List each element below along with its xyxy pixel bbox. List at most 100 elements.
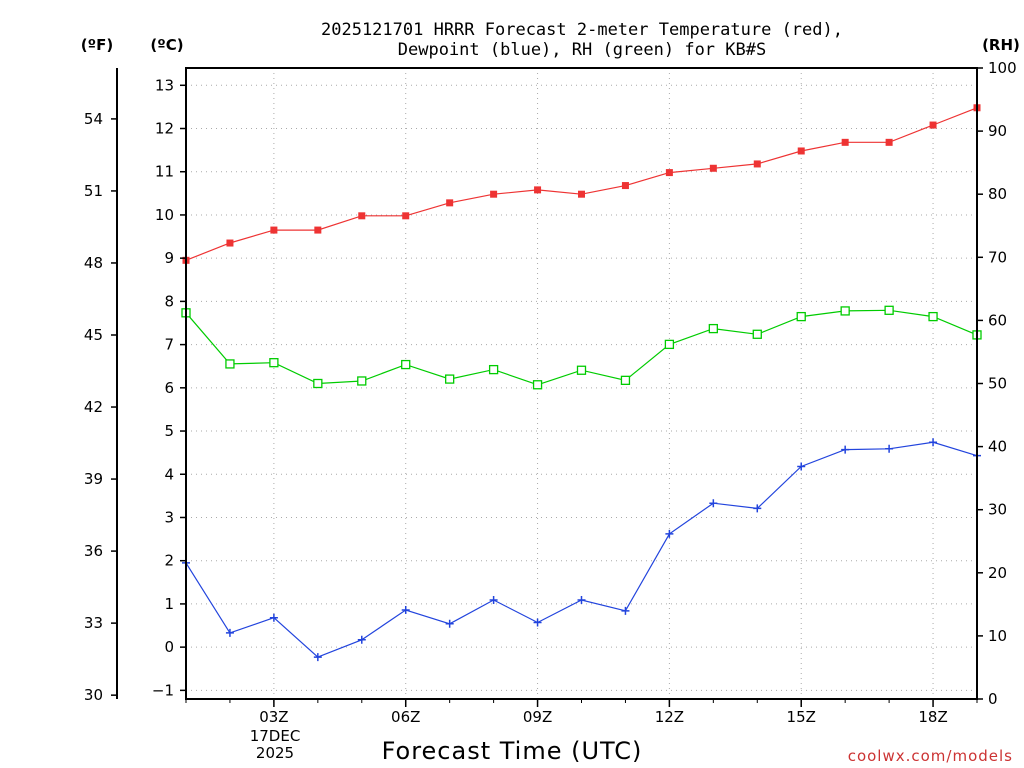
rh-point — [576, 365, 587, 375]
celsius-tick-label: 10 — [155, 206, 174, 224]
temperature-point — [929, 121, 937, 129]
rh-point — [928, 311, 938, 322]
celsius-tick-label: 0 — [164, 638, 174, 656]
rh-tick-label: 60 — [988, 311, 1007, 329]
time-tick-label: 18Z — [918, 708, 947, 726]
fahrenheit-tick-label: 51 — [84, 182, 103, 200]
temperature-point — [314, 226, 322, 234]
time-tick-label: 12Z — [655, 708, 684, 726]
rh-axis: 0 10 20 30 40 50 60 70 80 90 100 — [977, 59, 1017, 708]
dewpoint-point — [445, 619, 454, 628]
fahrenheit-unit-label: (ºF) — [81, 36, 113, 54]
dewpoint-point — [577, 596, 586, 605]
temperature-point — [578, 190, 585, 198]
rh-tick-label: 0 — [988, 690, 998, 708]
celsius-tick-label: 8 — [164, 292, 174, 310]
time-tick-label: 15Z — [787, 708, 816, 726]
celsius-tick-label: 1 — [164, 595, 174, 613]
rh-tick-label: 90 — [988, 122, 1007, 140]
rh-tick-label: 70 — [988, 248, 1007, 266]
time-tick-label: 06Z — [391, 708, 420, 726]
temperature-point — [490, 190, 498, 198]
series-layer — [181, 104, 982, 662]
dewpoint-point — [225, 628, 234, 637]
fahrenheit-axis: 30 33 36 39 42 45 48 51 54 — [84, 110, 117, 704]
rh-point — [664, 339, 675, 350]
rh-point — [620, 375, 631, 385]
rh-point — [269, 358, 279, 368]
rh-tick-label: 20 — [988, 564, 1007, 582]
rh-point — [225, 359, 235, 369]
rh-unit-label: (RH) — [982, 36, 1020, 54]
rh-point — [357, 376, 367, 386]
dewpoint-point — [489, 596, 498, 605]
temperature-point — [797, 147, 805, 155]
celsius-tick-label: 6 — [164, 379, 174, 397]
rh-point — [401, 359, 411, 370]
rh-point — [796, 311, 806, 322]
fahrenheit-tick-label: 54 — [84, 110, 103, 128]
temperature-point — [226, 239, 234, 247]
temperature-point — [270, 226, 278, 234]
rh-point — [708, 323, 718, 334]
dewpoint-point — [313, 653, 322, 662]
temperature-point — [358, 212, 366, 220]
fahrenheit-tick-label: 48 — [84, 254, 103, 272]
chart-title-line2: Dewpoint (blue), RH (green) for KB#S — [398, 40, 766, 60]
dewpoint-point — [665, 529, 674, 538]
rh-tick-label: 50 — [988, 375, 1007, 393]
temperature-point — [621, 182, 629, 190]
time-tick-label: 09Z — [523, 708, 552, 726]
celsius-tick-label: −1 — [152, 681, 174, 699]
dewpoint-point — [885, 444, 894, 453]
temperature-point — [885, 138, 893, 146]
rh-point — [445, 374, 455, 384]
dewpoint-point — [929, 438, 938, 447]
fahrenheit-tick-label: 39 — [84, 470, 103, 488]
rh-tick-label: 40 — [988, 438, 1007, 456]
rh-tick-label: 100 — [988, 59, 1017, 77]
dewpoint-point — [841, 445, 850, 454]
time-axis: 03Z 06Z 09Z 12Z 15Z 18Z — [185, 699, 978, 726]
temperature-point — [534, 186, 542, 194]
dewpoint-point — [709, 499, 718, 508]
celsius-tick-label: 11 — [155, 163, 174, 181]
dewpoint-point — [357, 635, 366, 644]
rh-point — [840, 306, 850, 316]
celsius-tick-label: 5 — [164, 422, 174, 440]
fahrenheit-tick-label: 33 — [84, 614, 103, 632]
chart-title-line1: 2025121701 HRRR Forecast 2-meter Tempera… — [321, 20, 843, 40]
temperature-point — [446, 199, 454, 207]
fahrenheit-tick-label: 45 — [84, 326, 103, 344]
date-label-year: 2025 — [256, 744, 294, 762]
time-tick-label: 03Z — [259, 708, 288, 726]
rh-point — [752, 329, 762, 339]
fahrenheit-tick-label: 36 — [84, 542, 103, 560]
celsius-unit-label: (ºC) — [150, 36, 183, 54]
rh-tick-label: 30 — [988, 501, 1007, 519]
dewpoint-point — [797, 462, 806, 471]
celsius-tick-label: 12 — [155, 120, 174, 138]
credit-link[interactable]: coolwx.com/models — [848, 747, 1013, 765]
dewpoint-point — [533, 618, 542, 627]
x-axis-title: Forecast Time (UTC) — [382, 737, 643, 765]
rh-point — [488, 364, 499, 375]
temperature-point — [402, 212, 410, 220]
dewpoint-point — [269, 613, 278, 622]
dewpoint-point — [621, 606, 630, 615]
rh-point — [884, 305, 894, 315]
rh-point — [532, 380, 543, 390]
celsius-tick-label: 13 — [155, 76, 174, 94]
rh-tick-label: 80 — [988, 185, 1007, 203]
celsius-tick-label: 9 — [164, 249, 174, 267]
dewpoint-point — [753, 504, 762, 513]
temperature-line — [185, 107, 978, 261]
grid-lines — [186, 68, 977, 699]
date-label-day: 17DEC — [250, 727, 301, 745]
fahrenheit-tick-label: 30 — [84, 686, 103, 704]
rh-point — [313, 378, 323, 389]
celsius-tick-label: 3 — [164, 508, 174, 526]
celsius-tick-label: 7 — [164, 336, 174, 354]
